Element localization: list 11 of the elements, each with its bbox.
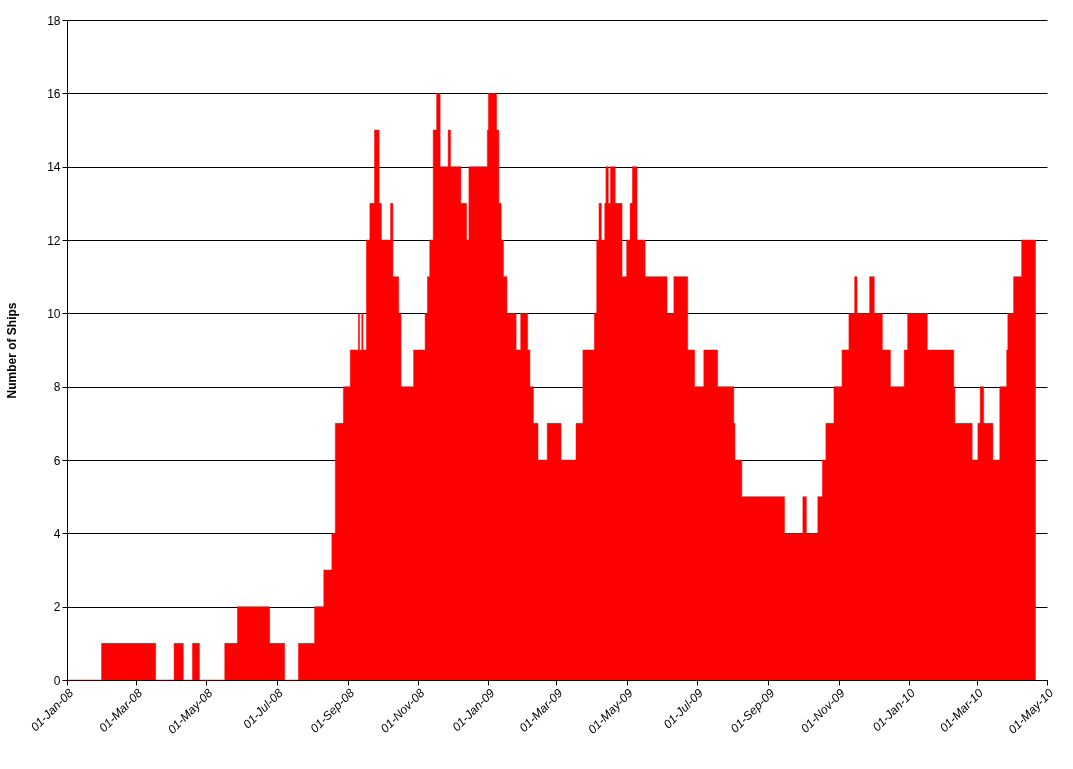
y-tick-label: 12 — [47, 233, 61, 248]
y-tick-label: 6 — [53, 453, 61, 468]
y-tick-label: 0 — [53, 673, 61, 688]
y-tick-label: 14 — [47, 160, 61, 175]
y-tick-label: 4 — [53, 526, 61, 541]
y-axis-title: Number of Ships — [5, 302, 20, 399]
y-tick-label: 16 — [47, 86, 61, 101]
y-tick-label: 18 — [47, 13, 61, 28]
y-tick-label: 2 — [53, 600, 61, 615]
y-tick-label: 10 — [47, 306, 61, 321]
y-tick-label: 8 — [53, 380, 61, 395]
